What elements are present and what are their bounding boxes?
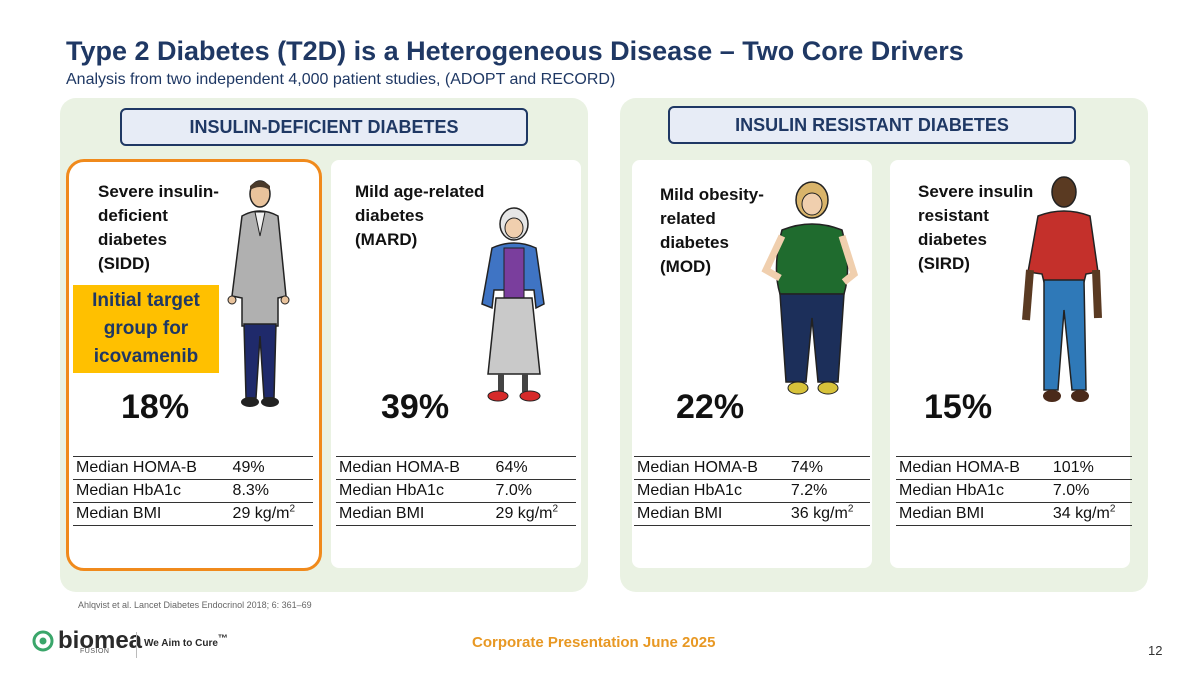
logo-wordmark: biomea — [58, 627, 143, 654]
insulin-resistant-label: INSULIN RESISTANT DIABETES — [668, 106, 1076, 144]
subtype-name-sird: Severe insulin resistant diabetes (SIRD) — [918, 182, 1034, 273]
footer-presentation-label: Corporate Presentation June 2025 — [472, 634, 716, 651]
table-row: Median BMI 29 kg/m2 — [336, 502, 576, 526]
subtype-name-mard: Mild age-related diabetes (MARD) — [355, 182, 485, 249]
insulin-deficient-label: INSULIN-DEFICIENT DIABETES — [120, 108, 528, 146]
table-row: Median HbA1c 7.0% — [336, 479, 576, 503]
table-row: Median BMI 36 kg/m2 — [634, 502, 870, 526]
table-row: Median BMI 29 kg/m2 — [73, 502, 313, 526]
slide-subtitle: Analysis from two independent 4,000 pati… — [66, 71, 616, 88]
subtype-name-sidd: Severe insulin-deficient diabetes (SIDD) — [98, 182, 219, 273]
stats-table-sidd: Median HOMA-B 49% Median HbA1c 8.3% Median… — [73, 456, 313, 526]
logo-subtext: FUSION — [80, 648, 110, 655]
table-row: Median HbA1c 7.2% — [634, 479, 870, 503]
page-number: 12 — [1148, 643, 1163, 658]
percent-mard: 39% — [381, 388, 450, 426]
table-row: Median HOMA-B 74% — [634, 456, 870, 480]
biomea-logo: biomea — [32, 627, 143, 654]
man-gray-jacket-figure — [227, 180, 290, 407]
percent-sird: 15% — [924, 388, 993, 426]
citation: Ahlqvist et al. Lancet Diabetes Endocrin… — [78, 600, 312, 610]
stats-table-mard: Median HOMA-B 64% Median HbA1c 7.0% Median… — [336, 456, 576, 526]
table-row: Median HOMA-B 49% — [73, 456, 313, 480]
slide-title: Type 2 Diabetes (T2D) is a Heterogeneous… — [66, 36, 964, 66]
table-row: Median HOMA-B 64% — [336, 456, 576, 480]
table-row: Median HOMA-B 101% — [896, 456, 1132, 480]
percent-mod: 22% — [676, 388, 745, 426]
tagline: We Aim to Cure™ — [144, 633, 228, 649]
table-row: Median HbA1c 7.0% — [896, 479, 1132, 503]
woman-green-shirt-figure — [761, 181, 858, 395]
biomea-logo-icon — [32, 630, 54, 652]
percent-sidd: 18% — [121, 388, 190, 426]
logo-divider — [136, 632, 137, 658]
subtype-name-mod: Mild obesity-related diabetes (MOD) — [660, 185, 764, 276]
table-row: Median HbA1c 8.3% — [73, 479, 313, 503]
stats-table-mod: Median HOMA-B 74% Median HbA1c 7.2% Median… — [634, 456, 870, 526]
table-row: Median BMI 34 kg/m2 — [896, 502, 1132, 526]
elderly-woman-figure — [481, 207, 545, 402]
man-red-shirt-figure — [1022, 176, 1102, 402]
initial-target-callout: Initial target group for icovamenib — [73, 285, 219, 373]
stats-table-sird: Median HOMA-B 101% Median HbA1c 7.0% Media… — [896, 456, 1132, 526]
